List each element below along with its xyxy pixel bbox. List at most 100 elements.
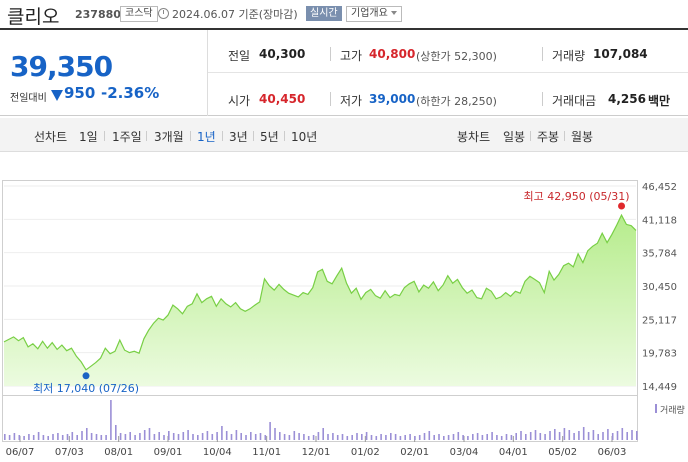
price-chart-frame: [2, 180, 638, 396]
volume-bar: [134, 435, 136, 440]
volume-bar: [264, 435, 267, 440]
volume-bar: [95, 434, 98, 440]
x-tick-label: 08/01: [104, 447, 133, 458]
volume-bar: [71, 432, 74, 440]
column-divider: [542, 92, 543, 106]
volume-bar: [346, 436, 349, 440]
volume-bar: [486, 434, 488, 440]
volume-label: 거래량: [552, 49, 586, 63]
volume-bar: [279, 432, 281, 440]
volume-bar: [568, 430, 571, 440]
min-annotation: 최저 17,040 (07/26): [33, 382, 139, 395]
volume-bar: [23, 436, 25, 440]
volume-bar: [52, 434, 54, 440]
volume-bar: [370, 435, 373, 440]
volume-bar: [592, 430, 595, 440]
x-tick-label: 07/03: [55, 447, 84, 458]
volume-bar: [525, 434, 527, 440]
stock-code: 237880: [75, 8, 121, 21]
volume-bar: [182, 432, 185, 440]
prev-close-label: 전일: [228, 49, 251, 63]
candle-daily[interactable]: 일봉: [503, 130, 526, 144]
row-divider: [208, 72, 688, 73]
volume-bar: [423, 433, 426, 440]
market-badge: 코스닥: [120, 6, 158, 22]
volume-bar: [476, 433, 479, 440]
volume-bar: [505, 434, 508, 440]
volume-bar: [611, 433, 614, 440]
volume-bar: [558, 432, 561, 440]
period-1w[interactable]: 1주일: [112, 130, 142, 144]
volume-bar: [254, 434, 257, 440]
period-toolbar: [0, 118, 688, 152]
volume-bar: [418, 435, 421, 440]
volume-bar: [13, 433, 16, 440]
column-divider: [330, 92, 331, 106]
volume-bar: [298, 433, 300, 440]
volume-bar: [563, 428, 566, 440]
x-tick-label: 01/02: [351, 447, 380, 458]
change-amount: 950: [64, 84, 96, 102]
period-1y[interactable]: 1년: [197, 130, 216, 144]
volume-bar: [216, 432, 218, 440]
volume-bar: [32, 435, 35, 440]
company-info-label: 기업개요: [351, 8, 388, 19]
x-tick-label: 06/03: [598, 447, 627, 458]
line-chart-label: 선차트: [34, 130, 68, 144]
candle-monthly[interactable]: 월봉: [571, 130, 594, 144]
volume-bar: [153, 434, 156, 440]
volume-bar: [119, 433, 122, 440]
volume-bar: [211, 434, 214, 440]
period-5y[interactable]: 5년: [260, 130, 279, 144]
period-3y[interactable]: 3년: [229, 130, 248, 144]
price-area: [4, 215, 636, 386]
low-label: 저가: [340, 94, 363, 108]
candle-weekly[interactable]: 주봉: [537, 130, 560, 144]
column-divider: [542, 47, 543, 61]
period-divider: [104, 131, 105, 141]
volume-bar: [158, 432, 160, 440]
volume-bar: [336, 435, 339, 440]
volume-bar: [86, 428, 88, 440]
volume-bar: [616, 431, 619, 440]
volume-bar: [515, 433, 517, 440]
period-3m[interactable]: 3개월: [154, 130, 184, 144]
volume-bar: [250, 432, 252, 440]
period-divider: [564, 131, 565, 141]
volume-bar: [143, 430, 146, 440]
amount-value: 4,256: [608, 92, 646, 106]
period-10y[interactable]: 10년: [291, 130, 318, 144]
volume-bar: [61, 435, 64, 440]
price-line: [3, 213, 637, 371]
y-tick-label: 35,784: [642, 249, 677, 260]
volume-bar: [602, 432, 604, 440]
date-basis: 2024.06.07 기준(장마감): [172, 8, 298, 21]
volume-bar: [375, 436, 378, 440]
high-value: 40,800: [369, 47, 416, 61]
volume-bar: [414, 436, 416, 440]
volume-bar: [322, 428, 324, 440]
volume-bar: [582, 427, 585, 440]
clock-icon: [158, 8, 169, 19]
volume-bar: [621, 428, 624, 440]
volume-bar: [607, 429, 609, 440]
price-box: [0, 30, 208, 116]
max-point: [618, 202, 626, 210]
realtime-button[interactable]: 실시간: [306, 6, 342, 21]
volume-bar: [438, 434, 440, 440]
company-info-dropdown[interactable]: 기업개요: [346, 6, 402, 22]
volume-bar: [573, 433, 575, 440]
upper-limit: (상한가 52,300): [416, 50, 497, 63]
volume-bar: [351, 435, 353, 440]
volume-bar: [28, 434, 30, 440]
min-point: [82, 372, 90, 380]
volume-bar: [636, 431, 638, 440]
volume-bar: [259, 433, 262, 440]
period-1d[interactable]: 1일: [79, 130, 98, 144]
volume-bar: [626, 432, 628, 440]
volume-bar: [361, 434, 363, 440]
volume-bar: [115, 425, 117, 440]
volume-bar: [356, 433, 358, 440]
volume-bar: [534, 430, 537, 440]
